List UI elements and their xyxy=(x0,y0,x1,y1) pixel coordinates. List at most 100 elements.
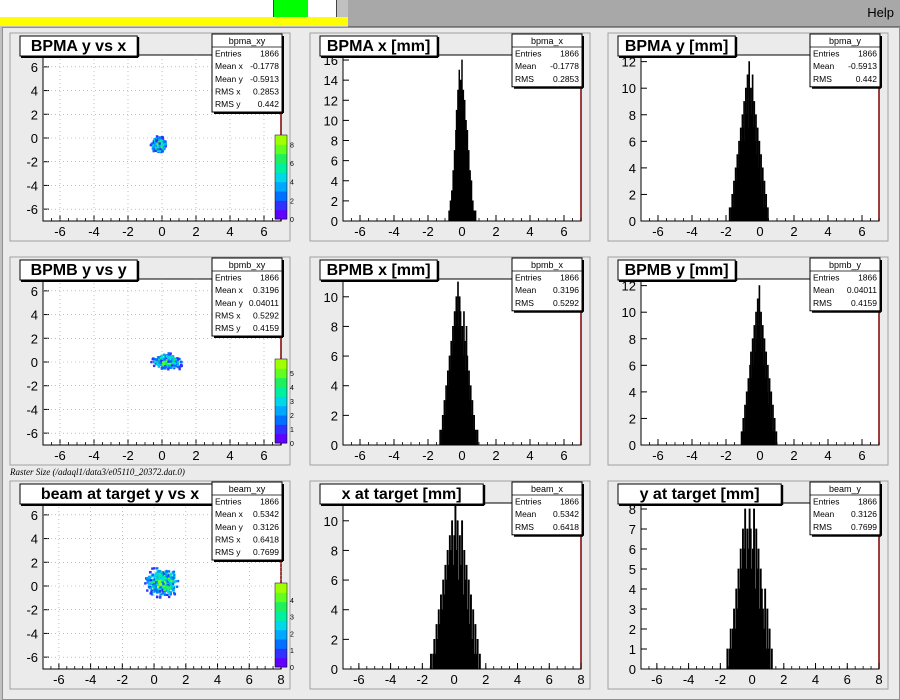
x-tick-label: 2 xyxy=(492,224,499,239)
stats-value: -0.1778 xyxy=(550,61,579,71)
heatmap-cell xyxy=(169,574,172,577)
heatmap-cell xyxy=(165,356,168,360)
heatmap-cell xyxy=(156,576,159,579)
palette-tick-label: 6 xyxy=(290,161,294,168)
y-tick-label: 8 xyxy=(629,502,636,517)
y-tick-label: 8 xyxy=(331,543,338,558)
x-tick-label: 0 xyxy=(150,672,157,687)
heatmap-cell xyxy=(158,583,161,586)
heatmap-cell xyxy=(159,596,162,599)
heatmap-cell xyxy=(174,364,178,367)
y-tick-label: 0 xyxy=(31,131,38,146)
heatmap-cell xyxy=(164,143,167,146)
stats-box xyxy=(809,33,881,88)
heatmap-cell xyxy=(148,577,151,580)
stats-label: RMS xyxy=(515,298,534,308)
y-tick-label: 8 xyxy=(629,332,636,347)
heatmap-cell xyxy=(163,146,166,150)
stats-value: 0.6418 xyxy=(553,522,579,532)
heatmap-cell xyxy=(158,142,161,145)
heatmap-cell xyxy=(166,585,169,588)
y-tick-label: -6 xyxy=(26,426,38,441)
stats-value: 0.7699 xyxy=(851,522,877,532)
heatmap-cell xyxy=(158,147,161,151)
stats-name: bpma_y xyxy=(829,36,862,46)
stats-label: RMS xyxy=(515,74,534,84)
x-tick-label: 6 xyxy=(260,448,267,463)
help-menu[interactable]: Help xyxy=(867,5,894,20)
palette-segment xyxy=(275,611,287,621)
x-tick-label: 6 xyxy=(858,224,865,239)
palette-segment xyxy=(275,144,287,155)
y-tick-label: 2 xyxy=(629,411,636,426)
y-tick-label: 6 xyxy=(31,508,38,523)
heatmap-cell xyxy=(156,149,160,152)
x-tick-label: -4 xyxy=(686,448,698,463)
y-tick-label: 14 xyxy=(324,73,338,88)
palette-tick-label: 2 xyxy=(290,631,294,638)
heatmap-cell xyxy=(150,593,154,596)
heatmap-cell xyxy=(159,139,163,143)
palette-segment xyxy=(275,620,287,631)
heatmap-cell xyxy=(156,591,159,595)
stats-label: RMS xyxy=(813,298,832,308)
x-tick-label: -6 xyxy=(353,672,365,687)
heatmap-cell xyxy=(167,360,170,363)
heatmap-cell xyxy=(179,364,183,368)
heatmap-cell xyxy=(153,360,157,364)
heatmap-cell xyxy=(150,360,153,364)
stats-value: -0.5913 xyxy=(250,74,279,84)
stats-label: Mean xyxy=(515,61,537,71)
stats-value: 1866 xyxy=(858,49,877,59)
histogram-bars xyxy=(728,61,769,222)
y-tick-label: -2 xyxy=(26,603,38,618)
heatmap-cell xyxy=(160,572,163,575)
heatmap-cell xyxy=(162,353,166,356)
heatmap-cell xyxy=(149,592,152,595)
heatmap-cell xyxy=(151,358,154,361)
palette-segment xyxy=(275,424,287,435)
stats-value: 0.4159 xyxy=(851,298,877,308)
heatmap-cell xyxy=(156,573,159,576)
heatmap-cell xyxy=(148,571,152,574)
x-tick-label: 8 xyxy=(577,672,584,687)
y-tick-label: 6 xyxy=(331,573,338,588)
y-tick-label: 0 xyxy=(629,214,636,229)
x-tick-label: 0 xyxy=(158,448,165,463)
heatmap-cell xyxy=(152,149,155,153)
heatmap-cell xyxy=(165,573,168,577)
x-tick-label: 6 xyxy=(560,448,567,463)
stats-label: Entries xyxy=(515,273,541,283)
heatmap-cell xyxy=(159,579,163,582)
x-tick-label: 8 xyxy=(875,672,882,687)
heatmap-cell xyxy=(161,364,164,367)
heatmap-cell xyxy=(147,583,151,587)
plot-title: x at target [mm] xyxy=(342,486,462,503)
stats-label: Entries xyxy=(813,49,839,59)
stats-value: 0.7699 xyxy=(253,547,279,557)
stats-label: RMS x xyxy=(215,310,241,320)
x-tick-label: -2 xyxy=(720,224,732,239)
stats-value: -0.5913 xyxy=(848,61,877,71)
heatmap-cell xyxy=(162,148,165,151)
stats-box xyxy=(511,481,583,536)
y-tick-label: 4 xyxy=(31,532,38,547)
x-tick-label: -4 xyxy=(88,448,100,463)
heatmap-cell xyxy=(171,357,174,361)
heatmap-cell xyxy=(152,144,155,147)
heatmap-cell xyxy=(153,575,157,579)
heatmap-cell xyxy=(176,363,180,366)
toolbar-slot xyxy=(308,0,337,17)
stats-name: bpmb_y xyxy=(829,260,862,270)
x-tick-label: -4 xyxy=(683,672,695,687)
stats-label: Mean y xyxy=(215,298,244,308)
heatmap-cell xyxy=(157,361,161,364)
y-tick-label: 0 xyxy=(331,662,338,677)
heatmap-cell xyxy=(169,366,172,369)
heatmap-cell xyxy=(152,590,155,594)
y-tick-label: 2 xyxy=(331,632,338,647)
heatmap-cell xyxy=(154,588,157,591)
heatmap-cell xyxy=(171,585,175,588)
plot-title: beam at target y vs x xyxy=(41,486,199,503)
